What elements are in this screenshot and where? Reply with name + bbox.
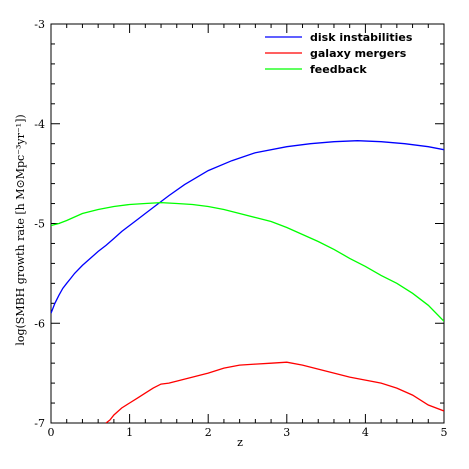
y-axis-title: log(SMBH growth rate [h M⊙Mpc⁻³yr⁻¹]): [14, 114, 27, 345]
x-axis-title: z: [237, 436, 243, 449]
series-line-0: [51, 140, 444, 314]
legend-label: feedback: [310, 63, 367, 76]
plot-frame: [50, 23, 445, 424]
y-tick-label: -4: [34, 118, 45, 131]
x-tick-label: 0: [48, 426, 55, 439]
series-line-2: [51, 201, 444, 322]
y-tick-label: -6: [34, 317, 45, 330]
x-tick-label: 3: [283, 426, 290, 439]
x-tick-label: 1: [126, 426, 133, 439]
series-line-1: [105, 361, 444, 423]
legend-label: disk instabilities: [310, 31, 413, 44]
x-tick-label: 4: [362, 426, 369, 439]
x-tick-label: 5: [441, 426, 448, 439]
x-tick-label: 2: [205, 426, 212, 439]
legend-label: galaxy mergers: [310, 47, 407, 60]
y-tick-label: -7: [34, 417, 45, 430]
y-tick-label: -5: [34, 218, 45, 231]
y-tick-label: -3: [34, 18, 45, 31]
